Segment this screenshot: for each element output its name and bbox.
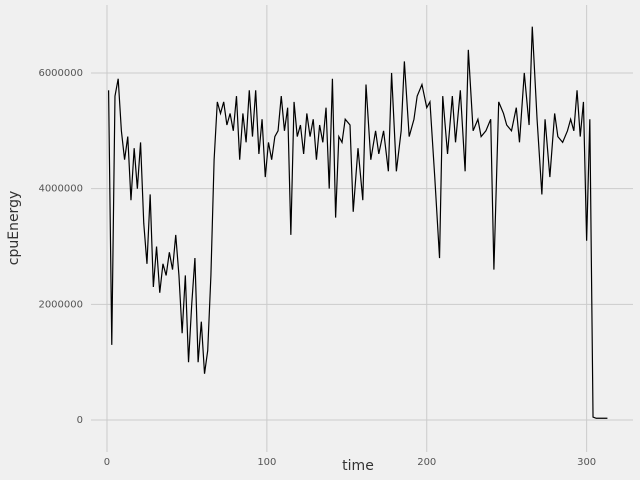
y-tick-label: 4000000: [38, 184, 83, 195]
x-tick-label: 100: [257, 457, 276, 468]
x-tick-label: 200: [417, 457, 436, 468]
x-axis-label: time: [342, 458, 374, 474]
data-line: [107, 26, 608, 419]
y-axis-label: cpuEnergy: [6, 191, 22, 265]
x-tick-label: 0: [104, 457, 110, 468]
y-tick-label: 2000000: [38, 299, 83, 310]
y-tick-label: 6000000: [38, 68, 83, 79]
x-tick-label: 300: [577, 457, 596, 468]
y-tick-label: 0: [77, 415, 83, 426]
